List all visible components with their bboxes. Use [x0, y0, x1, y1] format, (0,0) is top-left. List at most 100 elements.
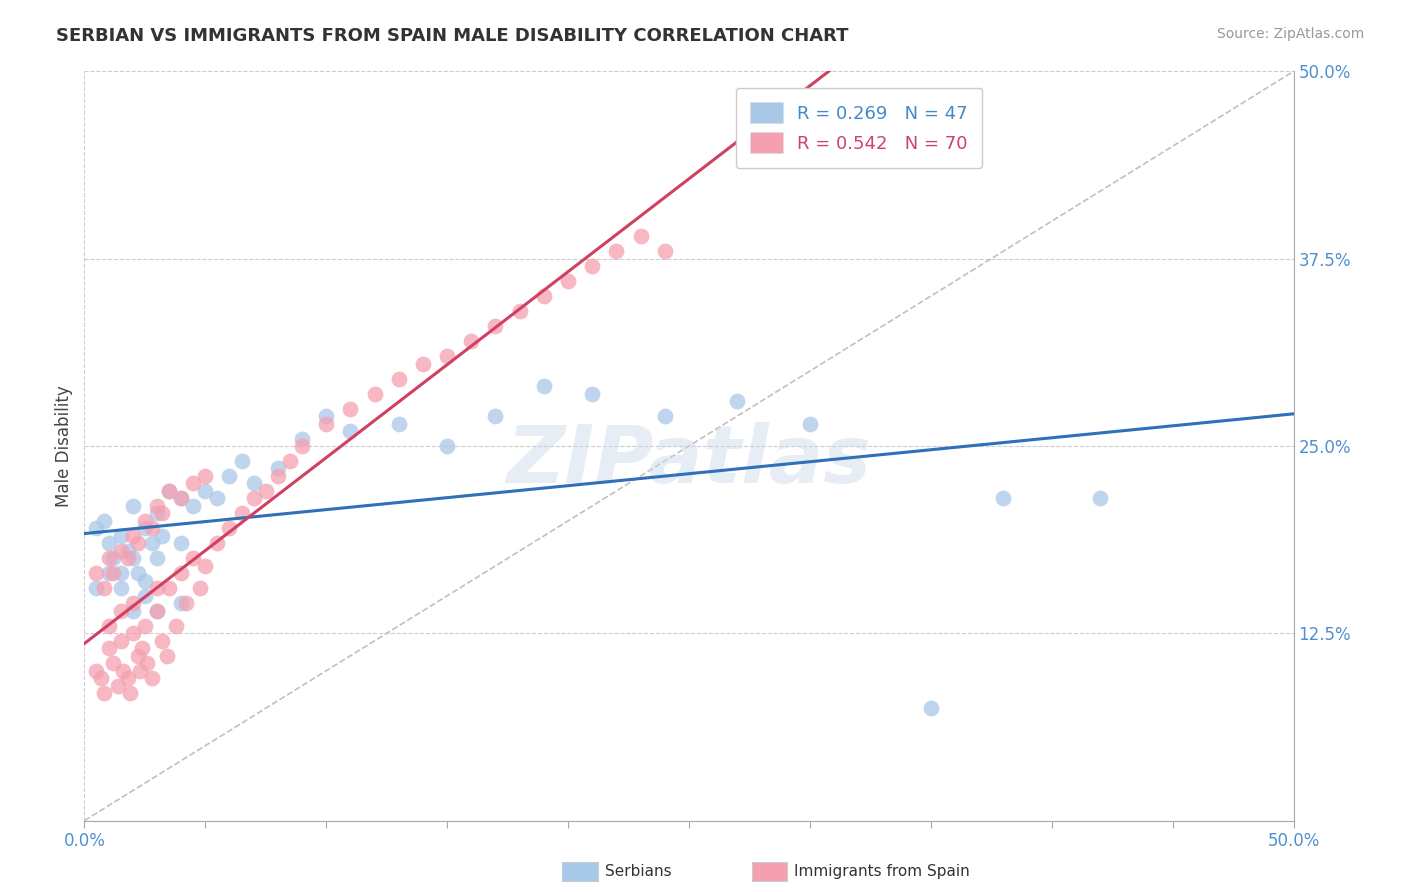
- Point: [231, 507, 253, 521]
- Point: [315, 417, 337, 431]
- Point: [194, 558, 217, 573]
- Point: [107, 679, 129, 693]
- Point: [86, 566, 108, 581]
- Point: [181, 499, 204, 513]
- Point: [117, 551, 139, 566]
- Point: [194, 483, 217, 498]
- Point: [93, 514, 115, 528]
- Point: [150, 633, 173, 648]
- Point: [218, 521, 240, 535]
- Point: [103, 551, 125, 566]
- Point: [110, 633, 132, 648]
- Point: [146, 551, 169, 566]
- Point: [190, 582, 212, 596]
- Point: [136, 657, 159, 671]
- Point: [146, 499, 169, 513]
- Point: [97, 536, 120, 550]
- Point: [278, 454, 301, 468]
- Point: [97, 641, 120, 656]
- Point: [157, 582, 180, 596]
- Point: [150, 507, 173, 521]
- Point: [509, 304, 531, 318]
- Point: [254, 483, 277, 498]
- Point: [90, 671, 112, 685]
- Point: [141, 536, 163, 550]
- Point: [117, 544, 139, 558]
- Point: [581, 259, 603, 273]
- Point: [165, 619, 187, 633]
- Point: [484, 409, 506, 423]
- Text: Source: ZipAtlas.com: Source: ZipAtlas.com: [1216, 27, 1364, 41]
- Point: [112, 664, 135, 678]
- Point: [110, 544, 132, 558]
- Text: Serbians: Serbians: [605, 864, 671, 879]
- Point: [121, 551, 143, 566]
- Point: [131, 641, 153, 656]
- Point: [170, 596, 193, 610]
- Point: [97, 619, 120, 633]
- Point: [581, 386, 603, 401]
- Point: [110, 582, 132, 596]
- Point: [460, 334, 482, 348]
- Point: [134, 574, 156, 588]
- Point: [110, 566, 132, 581]
- Point: [127, 566, 149, 581]
- Point: [120, 686, 142, 700]
- Point: [654, 409, 676, 423]
- Point: [121, 529, 143, 543]
- Point: [533, 289, 555, 303]
- Point: [141, 671, 163, 685]
- Point: [339, 424, 361, 438]
- Point: [93, 582, 115, 596]
- Point: [103, 657, 125, 671]
- Point: [146, 604, 169, 618]
- Point: [339, 401, 361, 416]
- Point: [170, 491, 193, 506]
- Point: [291, 439, 314, 453]
- Point: [218, 469, 240, 483]
- Point: [121, 604, 143, 618]
- Point: [121, 596, 143, 610]
- Point: [157, 483, 180, 498]
- Point: [231, 454, 253, 468]
- Point: [86, 664, 108, 678]
- Y-axis label: Male Disability: Male Disability: [55, 385, 73, 507]
- Point: [97, 551, 120, 566]
- Point: [127, 648, 149, 663]
- Point: [654, 244, 676, 259]
- Point: [242, 476, 264, 491]
- Legend: R = 0.269   N = 47, R = 0.542   N = 70: R = 0.269 N = 47, R = 0.542 N = 70: [735, 88, 983, 168]
- Point: [993, 491, 1015, 506]
- Text: ZIPatlas: ZIPatlas: [506, 422, 872, 500]
- Point: [267, 461, 290, 475]
- Point: [134, 521, 156, 535]
- Point: [117, 671, 139, 685]
- Text: Immigrants from Spain: Immigrants from Spain: [794, 864, 970, 879]
- Point: [533, 379, 555, 393]
- Point: [181, 476, 204, 491]
- Point: [436, 349, 458, 363]
- Point: [363, 386, 385, 401]
- Point: [155, 648, 177, 663]
- Point: [170, 536, 193, 550]
- Point: [242, 491, 264, 506]
- Point: [557, 274, 579, 288]
- Point: [110, 529, 132, 543]
- Point: [799, 417, 821, 431]
- Point: [605, 244, 627, 259]
- Point: [291, 432, 314, 446]
- Point: [388, 371, 411, 385]
- Point: [129, 664, 152, 678]
- Point: [194, 469, 217, 483]
- Point: [121, 499, 143, 513]
- Point: [134, 514, 156, 528]
- Point: [484, 319, 506, 334]
- Point: [103, 566, 125, 581]
- Point: [127, 536, 149, 550]
- Point: [150, 529, 173, 543]
- Point: [315, 409, 337, 423]
- Point: [388, 417, 411, 431]
- Point: [170, 491, 193, 506]
- Point: [1088, 491, 1111, 506]
- Point: [207, 536, 229, 550]
